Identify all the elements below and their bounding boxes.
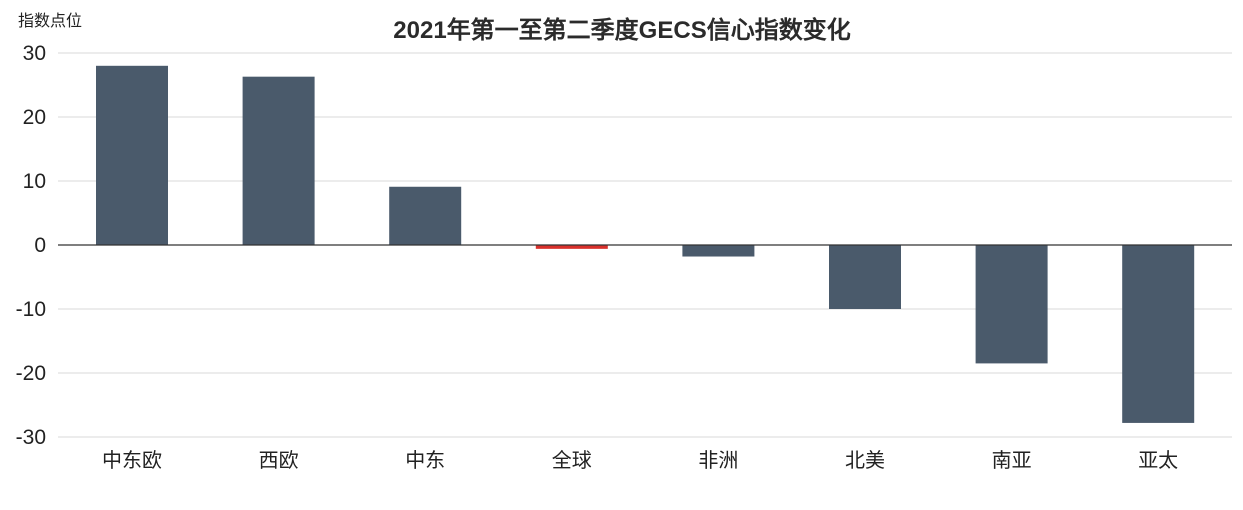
bar: [829, 245, 901, 309]
bar: [96, 65, 168, 245]
y-tick-label: 0: [34, 234, 46, 257]
x-tick-label: 中东欧: [102, 448, 162, 472]
x-tick-label: 北美: [845, 448, 885, 472]
bars: [96, 65, 1195, 423]
x-tick-label: 西欧: [259, 448, 299, 472]
bar: [535, 245, 608, 249]
y-tick-label: -10: [16, 298, 46, 321]
x-tick-labels: 中东欧 西欧 中东 全球 非洲 北美 南亚 亚太: [102, 448, 1178, 472]
bar: [682, 245, 755, 257]
bar: [1122, 245, 1195, 423]
y-tick-label: -20: [16, 362, 46, 385]
y-tick-label: 30: [23, 42, 46, 65]
bar: [242, 76, 315, 246]
y-tick-labels: 30 20 10 0 -10 -20 -30: [16, 42, 46, 449]
x-tick-label: 亚太: [1138, 448, 1178, 472]
y-axis-label: 指数点位: [18, 11, 82, 30]
x-tick-label: 南亚: [992, 448, 1032, 472]
y-tick-label: 10: [23, 170, 46, 193]
x-tick-label: 全球: [552, 448, 592, 472]
y-tick-label: 20: [23, 106, 46, 129]
y-tick-label: -30: [16, 426, 46, 449]
bar: [975, 245, 1048, 364]
x-tick-label: 中东: [405, 448, 445, 472]
x-tick-label: 非洲: [698, 448, 738, 472]
chart-title: 2021年第一至第二季度GECS信心指数变化: [393, 16, 850, 44]
bar: [389, 186, 462, 245]
